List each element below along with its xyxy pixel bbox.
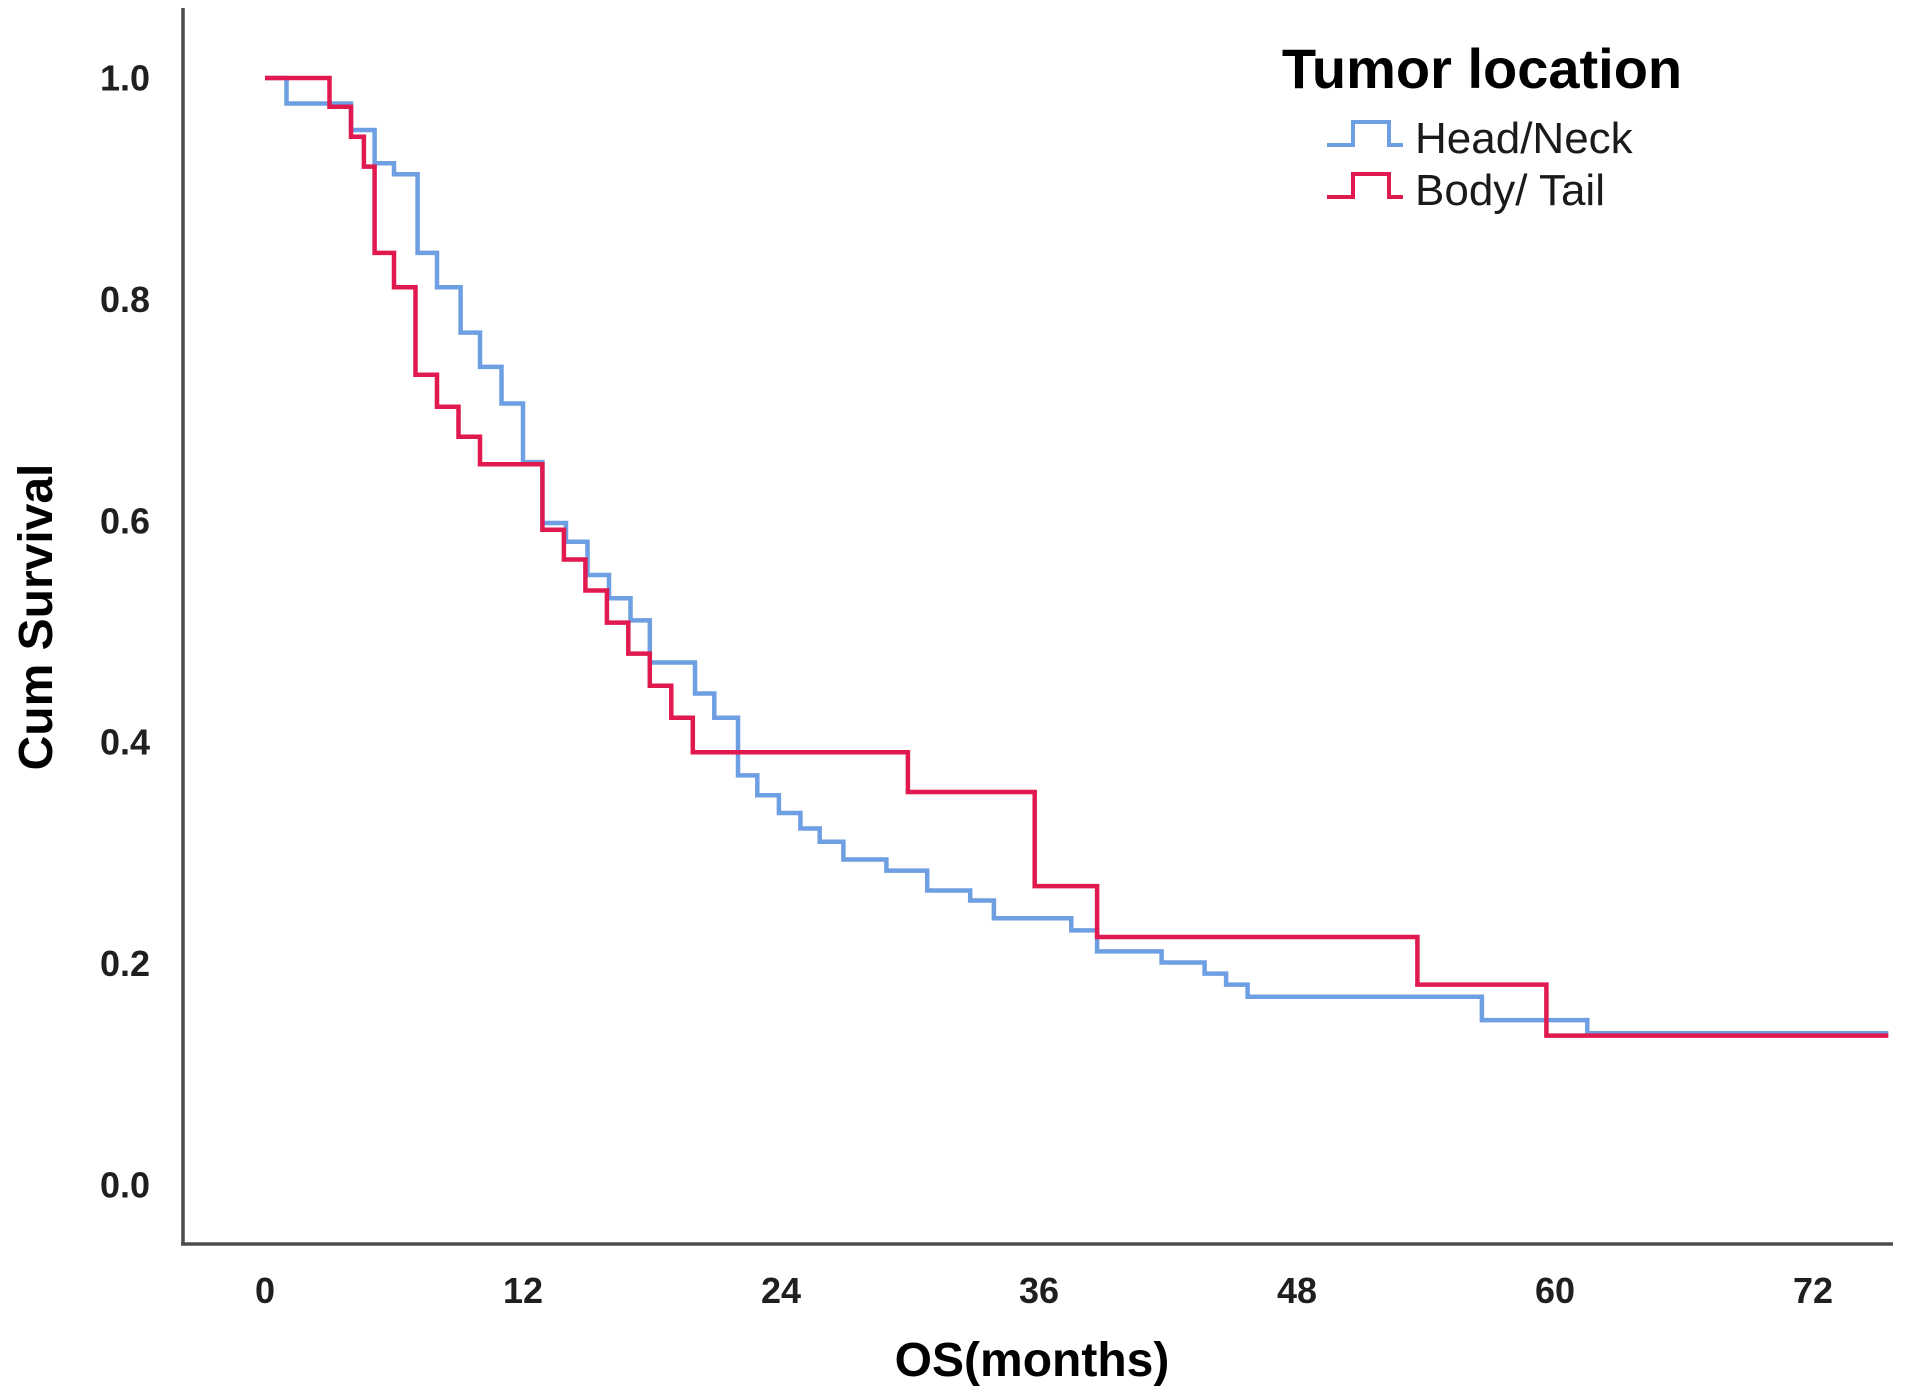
y-tick-label: 1.0 xyxy=(100,58,150,99)
x-axis-title: OS(months) xyxy=(895,1334,1170,1387)
x-tick-label: 60 xyxy=(1535,1270,1575,1311)
y-axis-title: Cum Survival xyxy=(10,464,63,771)
legend: Tumor location Head/Neck Body/ Tail xyxy=(1282,37,1682,215)
legend-title: Tumor location xyxy=(1282,37,1682,100)
legend-label-head-neck: Head/Neck xyxy=(1415,114,1634,163)
y-tick-label: 0.0 xyxy=(100,1165,150,1206)
survival-curves xyxy=(265,75,1889,1038)
x-axis-tick-labels: 0 12 24 36 48 60 72 xyxy=(255,1270,1833,1311)
axes xyxy=(181,8,1893,1246)
legend-entry-body-tail: Body/ Tail xyxy=(1327,166,1605,215)
y-tick-label: 0.4 xyxy=(100,722,150,763)
x-tick-label: 48 xyxy=(1277,1270,1317,1311)
legend-label-body-tail: Body/ Tail xyxy=(1415,166,1605,215)
y-axis-tick-labels: 1.0 0.8 0.6 0.4 0.2 0.0 xyxy=(100,58,150,1206)
y-tick-label: 0.2 xyxy=(100,943,150,984)
series-body-tail-line xyxy=(265,75,1889,1038)
legend-entry-head-neck: Head/Neck xyxy=(1327,114,1634,163)
x-tick-label: 72 xyxy=(1793,1270,1833,1311)
y-tick-label: 0.6 xyxy=(100,500,150,541)
x-tick-label: 12 xyxy=(503,1270,543,1311)
y-tick-label: 0.8 xyxy=(100,279,150,320)
head-neck-step-icon xyxy=(1327,120,1403,147)
x-tick-label: 24 xyxy=(761,1270,801,1311)
x-tick-label: 36 xyxy=(1019,1270,1059,1311)
series-head-neck-line xyxy=(265,75,1889,1036)
body-tail-step-icon xyxy=(1327,172,1403,199)
x-tick-label: 0 xyxy=(255,1270,275,1311)
